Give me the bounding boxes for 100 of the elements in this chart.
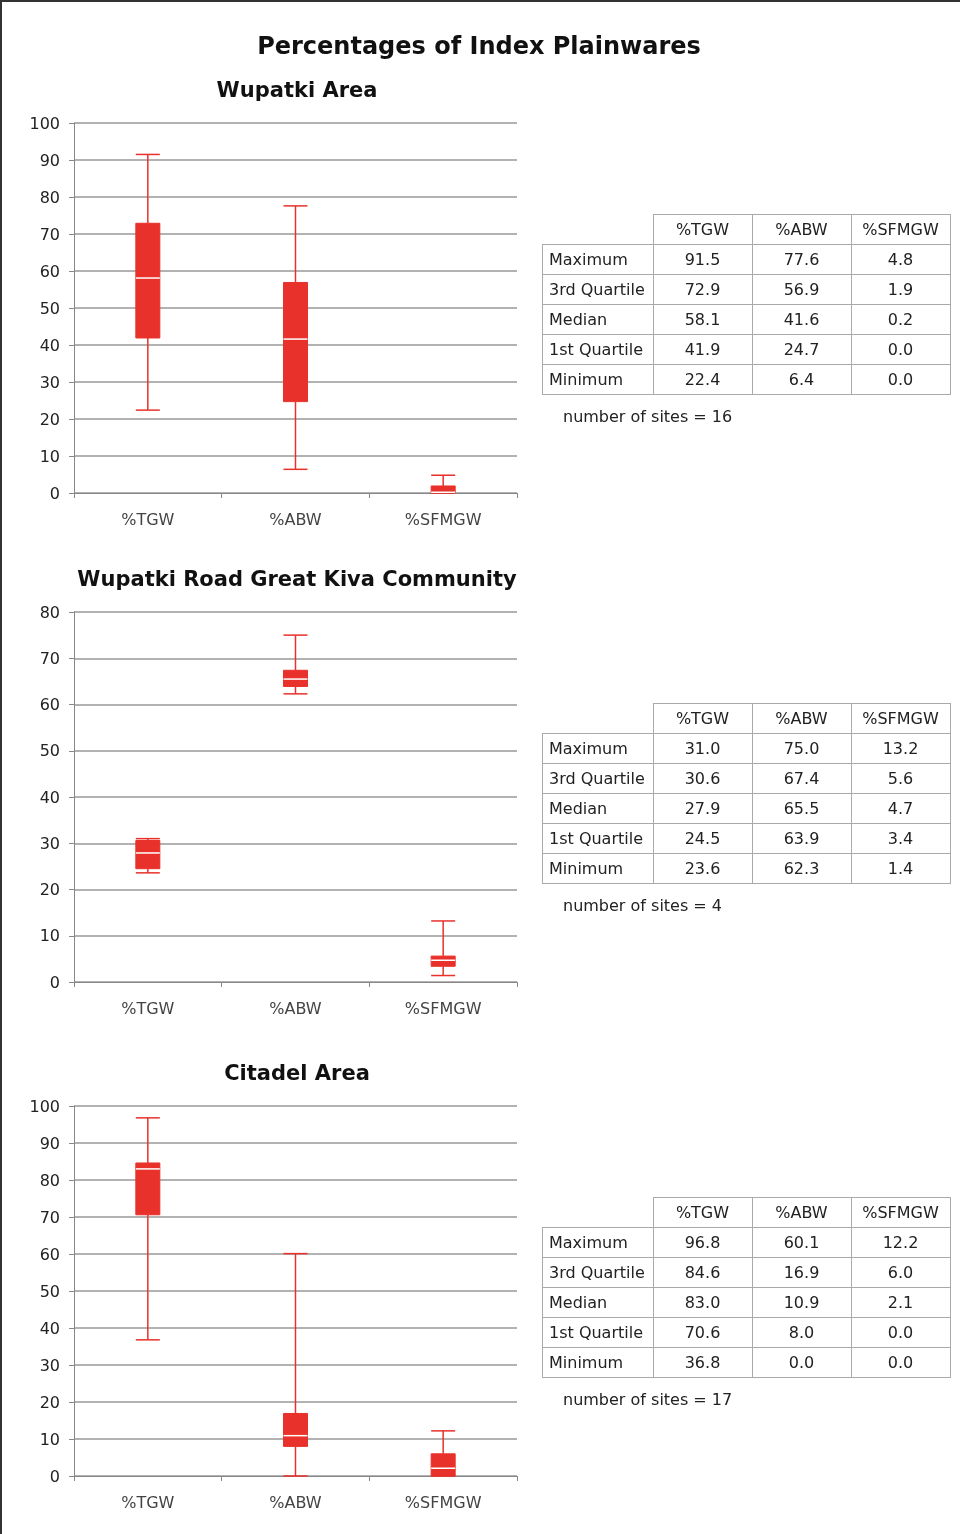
x-tick-label: %ABW xyxy=(269,998,322,1018)
text: 63.9 xyxy=(783,829,820,848)
text: 4.8 xyxy=(887,250,914,269)
text: 1st Quartile xyxy=(542,334,653,365)
y-tick-label: 70 xyxy=(39,1207,60,1227)
text: Maximum xyxy=(542,733,653,764)
text: 70.6 xyxy=(684,1323,721,1342)
text: 77.6 xyxy=(783,250,820,269)
text: 1.9 xyxy=(887,280,914,299)
text: Median xyxy=(542,793,653,824)
y-tick-label: 30 xyxy=(39,372,60,392)
text: 1st Quartile xyxy=(542,823,653,854)
y-tick-label: 50 xyxy=(39,1281,60,1301)
text: 72.9 xyxy=(684,280,721,299)
y-tick-label: 0 xyxy=(49,483,60,503)
x-tick-label: %TGW xyxy=(121,998,175,1018)
text: 30.6 xyxy=(684,769,721,788)
y-tick-label: 40 xyxy=(39,335,60,355)
text: 65.5 xyxy=(783,799,820,818)
text: 6.4 xyxy=(788,370,815,389)
y-tick-label: 60 xyxy=(39,1244,60,1264)
y-tick-label: 90 xyxy=(39,1133,60,1153)
text: 84.6 xyxy=(684,1263,721,1282)
y-tick-label: 10 xyxy=(39,926,60,946)
text: 8.0 xyxy=(788,1323,815,1342)
text: 0.2 xyxy=(887,310,914,329)
text: Maximum xyxy=(542,1227,653,1258)
y-tick-label: 20 xyxy=(39,1392,60,1412)
y-tick-label: 80 xyxy=(39,187,60,207)
text: 27.9 xyxy=(684,799,721,818)
text: 67.4 xyxy=(783,769,820,788)
text: 24.7 xyxy=(783,340,820,359)
text: 5.6 xyxy=(887,769,914,788)
text: 60.1 xyxy=(783,1233,820,1252)
text: 56.9 xyxy=(783,280,820,299)
text: 1.4 xyxy=(887,859,914,878)
category-label: %TGW xyxy=(675,1203,730,1222)
text: number of sites = 16 xyxy=(563,407,733,426)
x-tick-label: %ABW xyxy=(269,509,322,529)
text: 10.9 xyxy=(783,1293,820,1312)
text: 62.3 xyxy=(783,859,820,878)
chart-subtitle: Citadel Area xyxy=(224,1061,370,1085)
text: 91.5 xyxy=(684,250,721,269)
y-tick-label: 30 xyxy=(39,833,60,853)
y-tick-label: 70 xyxy=(39,648,60,668)
text: 13.2 xyxy=(882,739,919,758)
text: 0.0 xyxy=(788,1353,815,1372)
text: 22.4 xyxy=(684,370,721,389)
x-tick-label: %SFMGW xyxy=(404,1492,482,1512)
text: Minimum xyxy=(542,853,653,884)
y-tick-label: 60 xyxy=(39,695,60,714)
text: 3rd Quartile xyxy=(542,763,653,794)
y-tick-label: 60 xyxy=(39,261,60,281)
category-label: %SFMGW xyxy=(862,709,939,728)
x-tick-label: %TGW xyxy=(121,509,175,529)
y-tick-label: 40 xyxy=(39,1318,60,1338)
y-tick-label: 100 xyxy=(29,1096,60,1116)
y-tick-label: 10 xyxy=(39,446,60,466)
text: Median xyxy=(542,1287,653,1318)
text: 31.0 xyxy=(684,739,721,758)
y-tick-label: 80 xyxy=(39,1170,60,1190)
text: number of sites = 17 xyxy=(563,1390,733,1409)
y-tick-label: 20 xyxy=(39,409,60,429)
y-tick-label: 80 xyxy=(39,602,60,622)
text: 41.9 xyxy=(684,340,721,359)
text: 0.0 xyxy=(887,1353,914,1372)
chart-title: Percentages of Index Plainwares xyxy=(257,32,701,60)
text: 2.1 xyxy=(887,1293,914,1312)
category-label: %ABW xyxy=(775,1203,828,1222)
category-label: %SFMGW xyxy=(862,220,939,239)
text: 0.0 xyxy=(887,370,914,389)
y-tick-label: 0 xyxy=(49,972,60,992)
y-tick-label: 100 xyxy=(29,113,60,133)
y-tick-label: 70 xyxy=(39,224,60,244)
text: 96.8 xyxy=(684,1233,721,1252)
text: 1st Quartile xyxy=(542,1317,653,1348)
text: Minimum xyxy=(542,364,653,395)
category-label: %TGW xyxy=(675,709,730,728)
text: number of sites = 4 xyxy=(563,896,723,915)
y-tick-label: 10 xyxy=(39,1429,60,1449)
text: 83.0 xyxy=(684,1293,721,1312)
category-label: %ABW xyxy=(775,220,828,239)
y-tick-label: 50 xyxy=(39,298,60,318)
y-tick-label: 40 xyxy=(39,787,60,807)
text: 75.0 xyxy=(783,739,820,758)
y-tick-label: 0 xyxy=(49,1466,60,1486)
text: 23.6 xyxy=(684,859,721,878)
text: 0.0 xyxy=(887,1323,914,1342)
text: 36.8 xyxy=(684,1353,721,1372)
x-tick-label: %ABW xyxy=(269,1492,322,1512)
category-label: %ABW xyxy=(775,709,828,728)
text: Minimum xyxy=(542,1347,653,1378)
y-tick-label: 90 xyxy=(39,150,60,170)
text: 4.7 xyxy=(887,799,914,818)
y-tick-label: 30 xyxy=(39,1355,60,1375)
text: 12.2 xyxy=(882,1233,919,1252)
y-tick-label: 20 xyxy=(39,880,60,899)
x-tick-label: %SFMGW xyxy=(404,509,482,529)
chart-subtitle: Wupatki Area xyxy=(216,78,378,102)
text: 3.4 xyxy=(887,829,914,848)
